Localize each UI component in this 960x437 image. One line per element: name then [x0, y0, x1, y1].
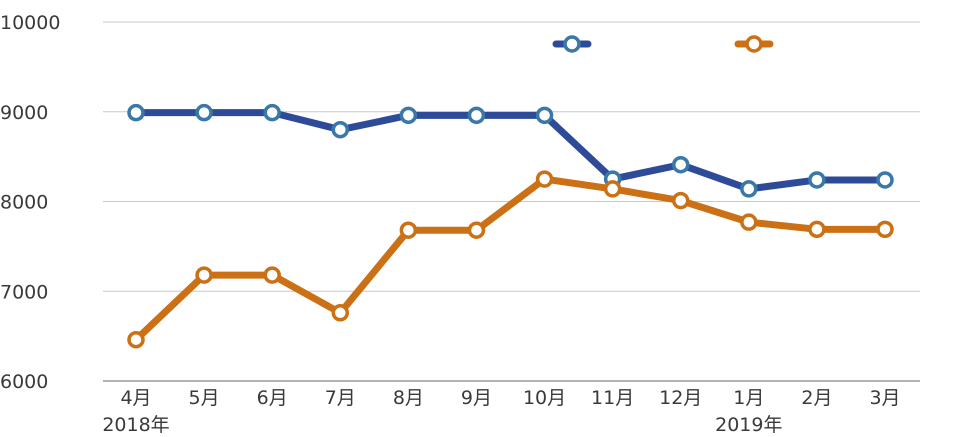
series-2-point: [535, 170, 554, 188]
legend-swatch-marker-1: [563, 35, 581, 53]
series-lines: [127, 103, 894, 349]
series-1-point: [808, 171, 826, 189]
series-2-point: [399, 221, 418, 239]
series-2-point: [876, 220, 894, 239]
legend: [552, 35, 774, 53]
series-1-point: [399, 106, 418, 125]
series-2-point: [467, 221, 486, 239]
series-2-point: [671, 191, 690, 210]
y-tick-label: 7000: [0, 281, 48, 303]
series-2-point: [331, 304, 350, 322]
series-2-point: [740, 213, 758, 231]
legend-swatch-marker-2: [745, 35, 763, 53]
x-tick-label: 7月: [325, 387, 356, 409]
x-tick-label: 1月: [733, 387, 764, 409]
x-tick-label: 10月: [523, 387, 566, 409]
x-tick-label: 5月: [189, 387, 220, 409]
x-tick-label: 3月: [869, 387, 900, 409]
x-tick-label: 11月: [591, 387, 634, 409]
y-tick-label: 8000: [0, 192, 48, 214]
y-tick-label: 10000: [0, 12, 60, 34]
year-label: 2019年: [715, 414, 782, 436]
series-2-point: [603, 180, 622, 198]
y-tick-label: 9000: [0, 102, 48, 124]
x-tick-label: 4月: [120, 387, 151, 409]
x-tick-label: 6月: [257, 387, 288, 409]
series-2-point: [195, 266, 213, 284]
y-axis-ticks: 6000 7000 8000 9000 10000: [0, 12, 60, 393]
x-tick-label: 9月: [461, 387, 492, 409]
series-2-point: [127, 330, 145, 349]
series-1-point: [740, 180, 758, 198]
series-1-point: [535, 106, 554, 125]
series-line-1: [132, 109, 889, 193]
series-1-point: [127, 103, 145, 122]
x-tick-label: 2月: [801, 387, 832, 409]
x-axis-ticks: 4月 5月 6月 7月 8月 9月 10月 11月 12月 1月 2月 3月 2018年 2019年: [102, 387, 900, 436]
series-2-point: [263, 266, 281, 284]
series-line-2: [132, 175, 889, 344]
series-2-point: [808, 220, 826, 239]
series-1-point: [195, 103, 213, 122]
series-1-point: [467, 106, 486, 125]
series-1-point: [671, 155, 690, 174]
year-label: 2018年: [102, 414, 169, 436]
series-1-point: [876, 171, 894, 189]
series-1-point: [331, 120, 350, 139]
y-tick-label: 6000: [0, 371, 48, 393]
series-1-point: [263, 103, 281, 122]
x-tick-label: 8月: [393, 387, 424, 409]
x-tick-label: 12月: [659, 387, 702, 409]
